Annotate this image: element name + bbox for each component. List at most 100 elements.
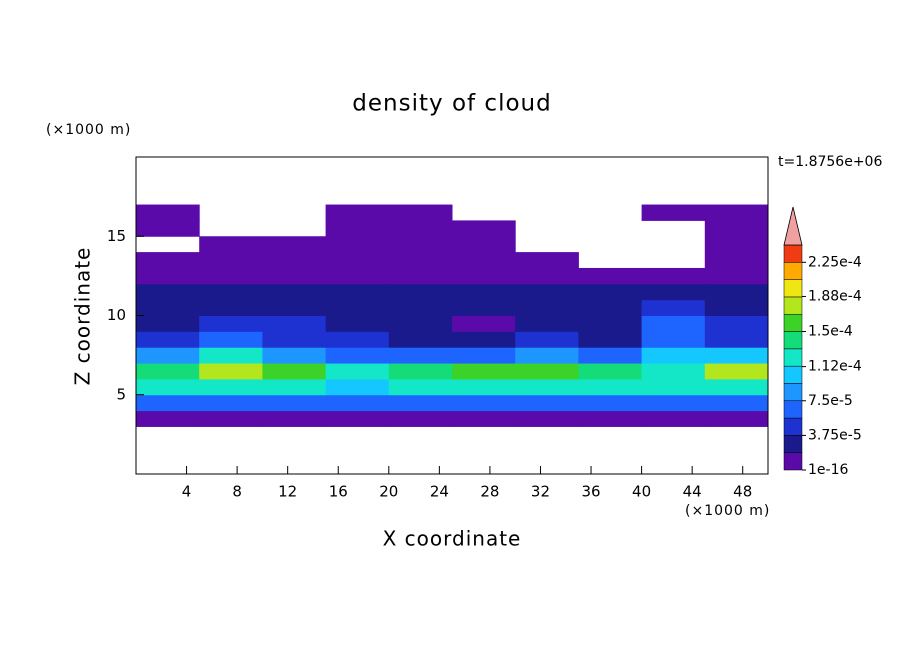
contour-cell <box>452 410 516 427</box>
colorbar-band <box>783 244 803 263</box>
contour-cell <box>515 299 579 316</box>
colorbar-band <box>783 262 803 280</box>
contour-cell <box>262 378 327 396</box>
colorbar-band <box>783 331 803 350</box>
time-label: t=1.8756e+06 <box>778 154 882 170</box>
contour-cell <box>136 363 200 380</box>
contour-cell <box>452 267 516 285</box>
contour-cell <box>199 267 263 285</box>
colorbar-band <box>783 417 803 436</box>
x-tick-label: 40 <box>632 483 651 501</box>
contour-cell <box>388 331 453 348</box>
contour-cell <box>515 267 579 285</box>
colorbar-band <box>783 435 803 453</box>
contour-cell <box>325 220 390 237</box>
contour-cell <box>704 363 769 380</box>
contour-cell <box>325 394 390 412</box>
contour-cell <box>641 347 706 364</box>
contour-cell <box>641 283 706 301</box>
contour-cell <box>199 378 263 396</box>
contour-cell <box>641 267 706 285</box>
y-tick-label: 5 <box>116 385 126 403</box>
x-tick-label: 28 <box>480 483 499 501</box>
contour-cell <box>704 315 769 332</box>
contour-cell <box>704 283 769 301</box>
contour-cell <box>578 283 643 301</box>
colorbar-band <box>783 279 803 298</box>
contour-cell <box>388 410 453 427</box>
contour-cell <box>136 204 200 221</box>
contour-cell <box>388 204 453 221</box>
colorbar-band <box>783 383 803 402</box>
x-unit: (×1000 m) <box>685 503 770 519</box>
x-tick-label: 48 <box>733 483 752 501</box>
contour-cell <box>325 378 390 396</box>
chart-title: density of cloud <box>352 91 551 117</box>
contour-field <box>136 204 769 427</box>
contour-cell <box>136 267 200 285</box>
colorbar-band <box>783 348 803 367</box>
colorbar-label: 1.88e-4 <box>808 288 862 304</box>
contour-cell <box>578 394 643 412</box>
contour-cell <box>136 347 200 364</box>
contour-cell <box>199 410 263 427</box>
y-tick-label: 15 <box>107 227 126 245</box>
contour-cell <box>578 267 643 285</box>
contour-cell <box>136 315 200 332</box>
contour-cell <box>515 378 579 396</box>
contour-cell <box>578 378 643 396</box>
contour-cell <box>325 315 390 332</box>
x-tick-label: 44 <box>683 483 702 501</box>
contour-cell <box>325 347 390 364</box>
colorbar-band <box>783 400 803 419</box>
contour-cell <box>452 347 516 364</box>
colorbar-label: 1.12e-4 <box>808 359 862 375</box>
contour-cell <box>136 378 200 396</box>
contour-cell <box>515 331 579 348</box>
contour-cell <box>388 236 453 253</box>
contour-cell <box>704 299 769 316</box>
contour-cell <box>262 299 327 316</box>
contour-cell <box>136 410 200 427</box>
contour-cell <box>325 252 390 269</box>
contour-cell <box>388 267 453 285</box>
contour-cell <box>199 283 263 301</box>
contour-cell <box>452 220 516 237</box>
colorbar-band <box>783 296 803 315</box>
contour-cell <box>578 331 643 348</box>
contour-cell <box>136 252 200 269</box>
x-tick-label: 8 <box>232 483 242 501</box>
contour-cell <box>262 267 327 285</box>
contour-cell <box>262 394 327 412</box>
contour-cell <box>704 204 769 221</box>
x-tick-label: 16 <box>329 483 348 501</box>
contour-cell <box>515 394 579 412</box>
y-tick-label: 10 <box>107 306 126 324</box>
x-tick-label: 20 <box>379 483 398 501</box>
contour-cell <box>515 410 579 427</box>
contour-cell <box>388 394 453 412</box>
contour-cell <box>136 220 200 237</box>
contour-cell <box>704 252 769 269</box>
colorbar-label: 2.25e-4 <box>808 254 862 270</box>
y-unit: (×1000 m) <box>46 122 131 138</box>
contour-cell <box>452 331 516 348</box>
contour-cell <box>452 236 516 253</box>
contour-cell <box>325 283 390 301</box>
colorbar-band <box>783 313 803 332</box>
contour-cell <box>325 331 390 348</box>
contour-cell <box>262 252 327 269</box>
contour-cell <box>641 363 706 380</box>
contour-cell <box>578 315 643 332</box>
x-axis-label: X coordinate <box>383 527 522 551</box>
contour-cell <box>452 363 516 380</box>
contour-cell <box>262 331 327 348</box>
contour-cell <box>388 363 453 380</box>
colorbar-extend <box>783 206 803 246</box>
colorbar-label: 1.5e-4 <box>808 324 853 340</box>
contour-cell <box>388 220 453 237</box>
contour-cell <box>704 220 769 237</box>
contour-cell <box>515 252 579 269</box>
contour-cell <box>136 331 200 348</box>
contour-cell <box>325 267 390 285</box>
